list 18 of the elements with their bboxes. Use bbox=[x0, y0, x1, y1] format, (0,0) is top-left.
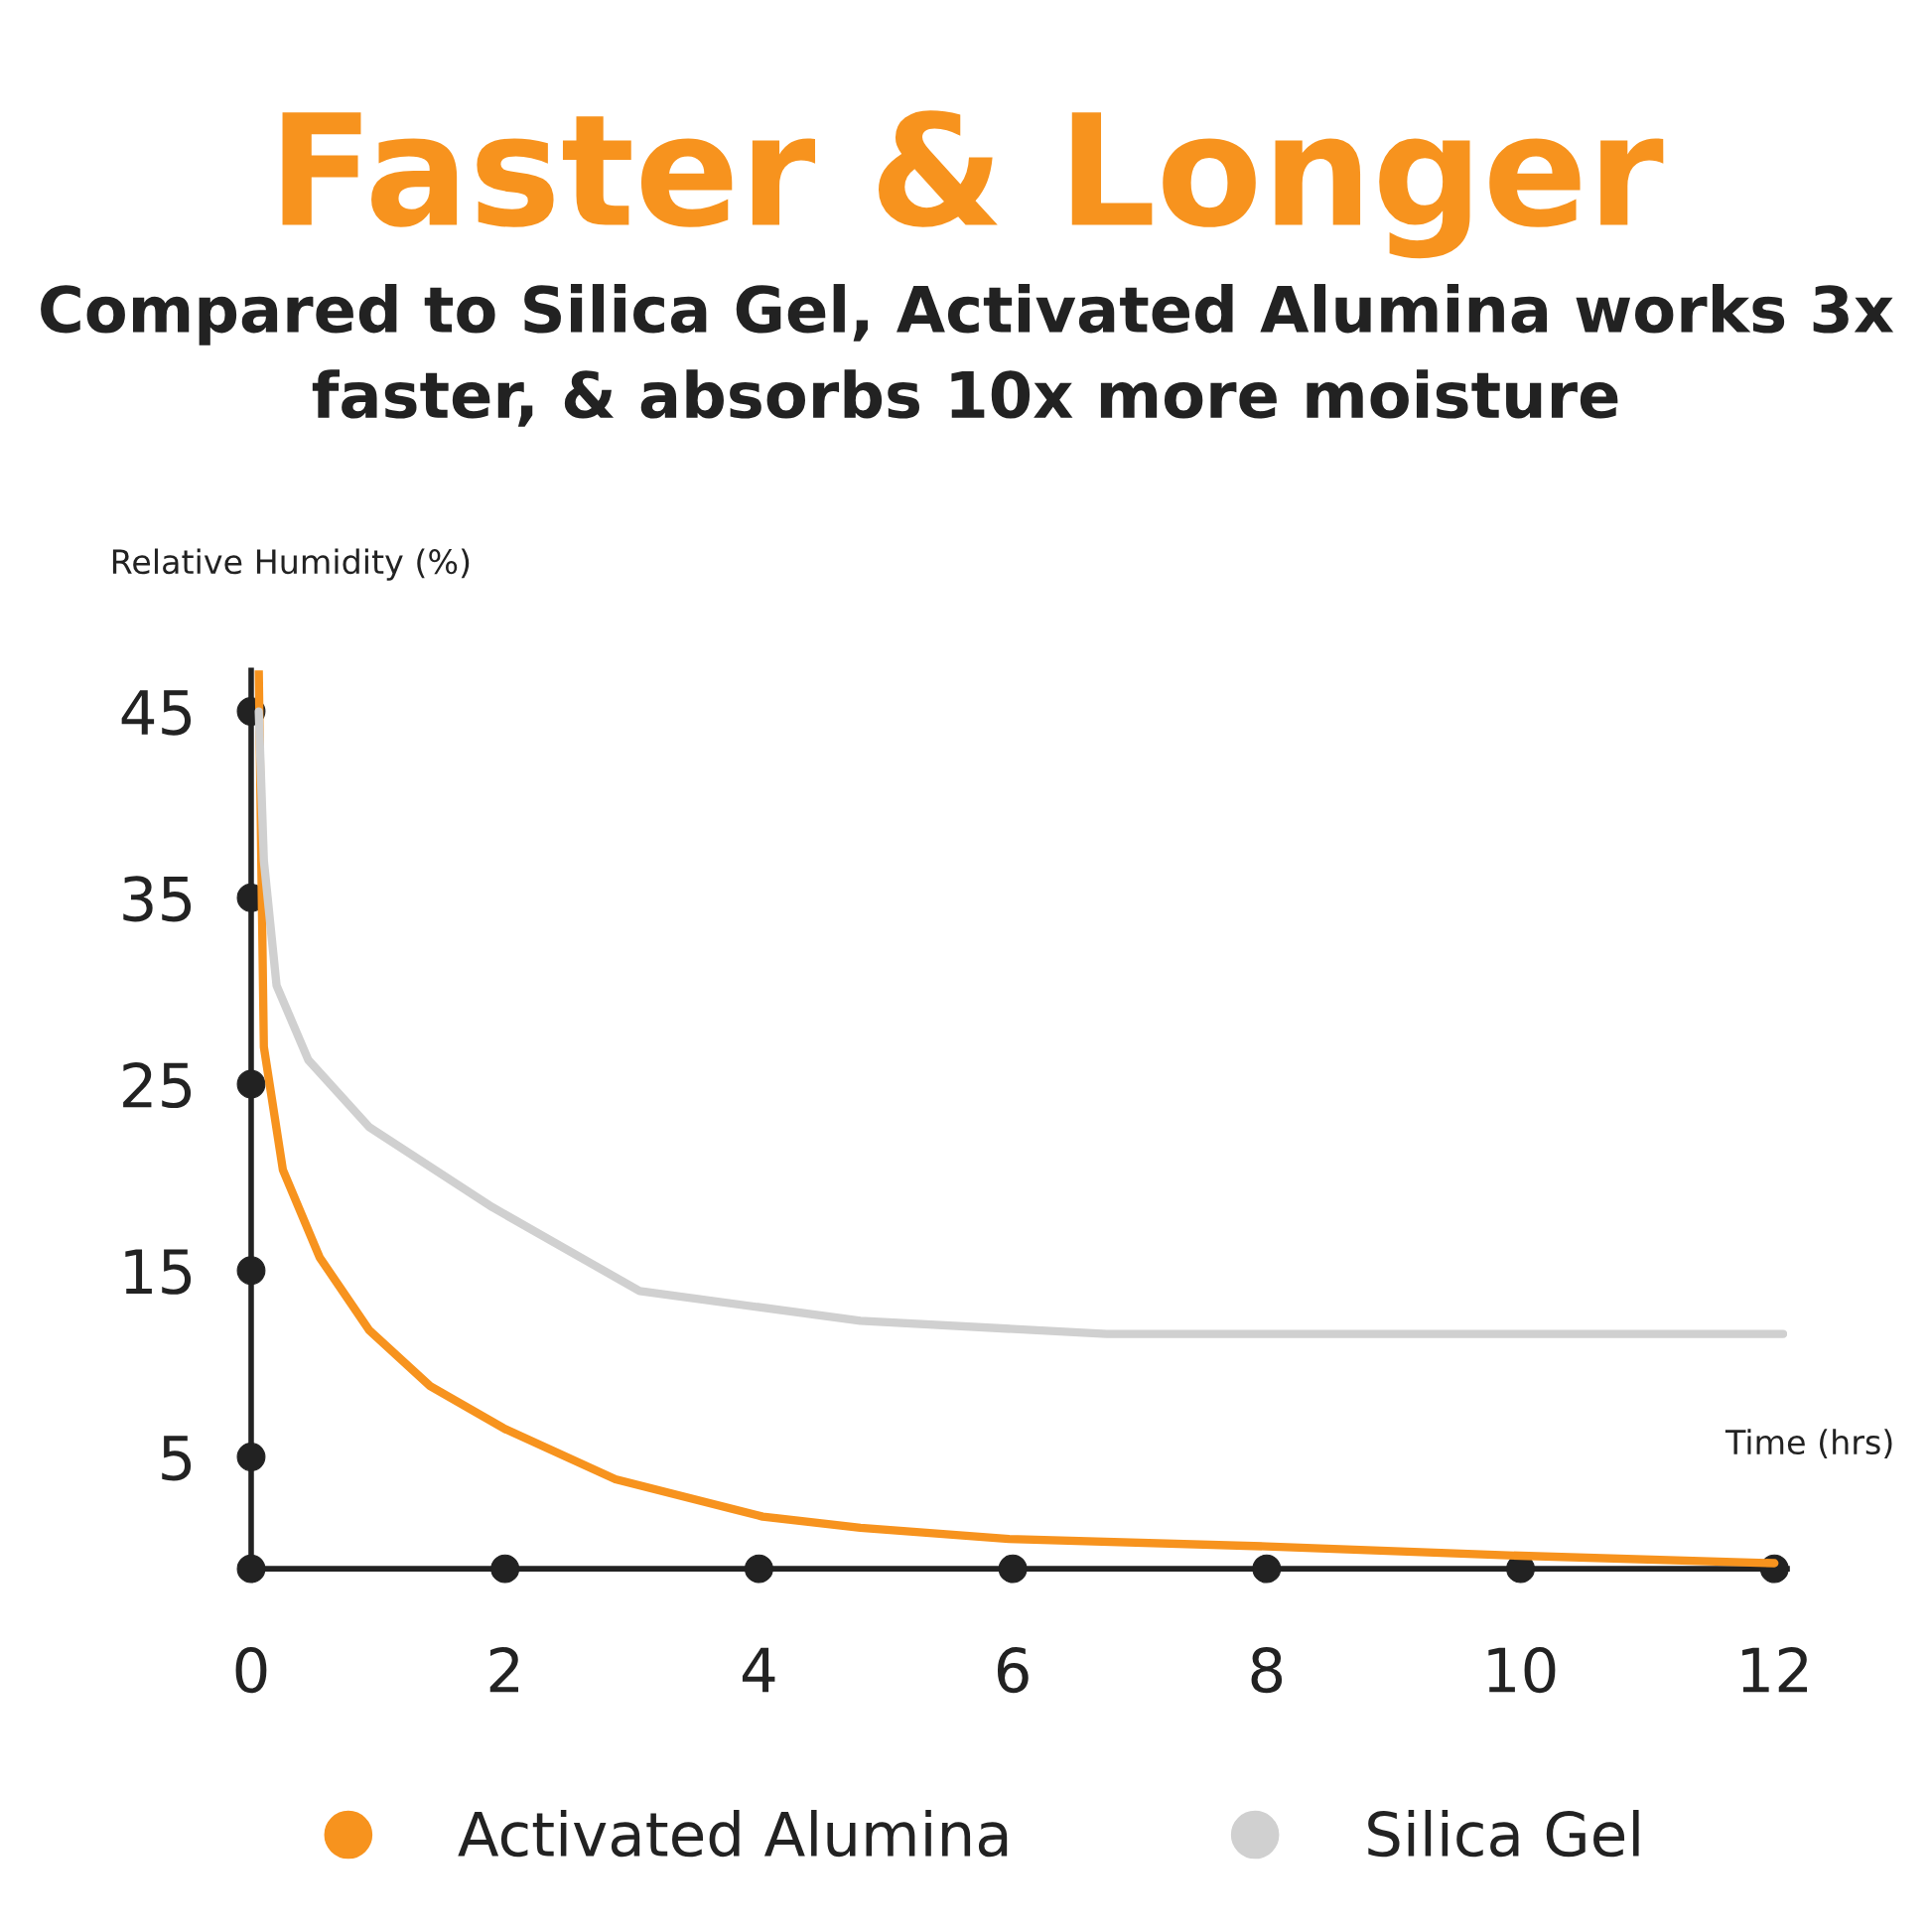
x-axis-title: Time (hrs) bbox=[1725, 1429, 1892, 1459]
x-tick-label: 4 bbox=[742, 1647, 775, 1693]
legend-label: Activated Alumina bbox=[458, 1810, 1008, 1858]
y-tick-label: 45 bbox=[121, 690, 192, 736]
legend-label: Silica Gel bbox=[1368, 1810, 1639, 1858]
x-tick-label: 8 bbox=[1251, 1647, 1283, 1694]
y-tick-label: 5 bbox=[162, 1436, 192, 1481]
y-tick-label: 25 bbox=[123, 1061, 192, 1109]
y-tick-label: 35 bbox=[123, 876, 192, 922]
y-tick-label: 15 bbox=[125, 1249, 192, 1295]
x-tick-label: 6 bbox=[997, 1647, 1029, 1694]
x-tick-label: 10 bbox=[1488, 1647, 1556, 1694]
x-tick-label: 12 bbox=[1742, 1647, 1808, 1693]
x-tick-label: 0 bbox=[235, 1647, 267, 1694]
x-tick-label: 2 bbox=[489, 1647, 519, 1693]
chart-title: Faster & Longer bbox=[282, 110, 1664, 259]
chart-subtitle: Compared to Silica Gel, Activated Alumina works 3x faster, & absorbs 10x more moisture bbox=[41, 284, 1894, 427]
y-axis-title: Relative Humidity (%) bbox=[112, 548, 470, 581]
